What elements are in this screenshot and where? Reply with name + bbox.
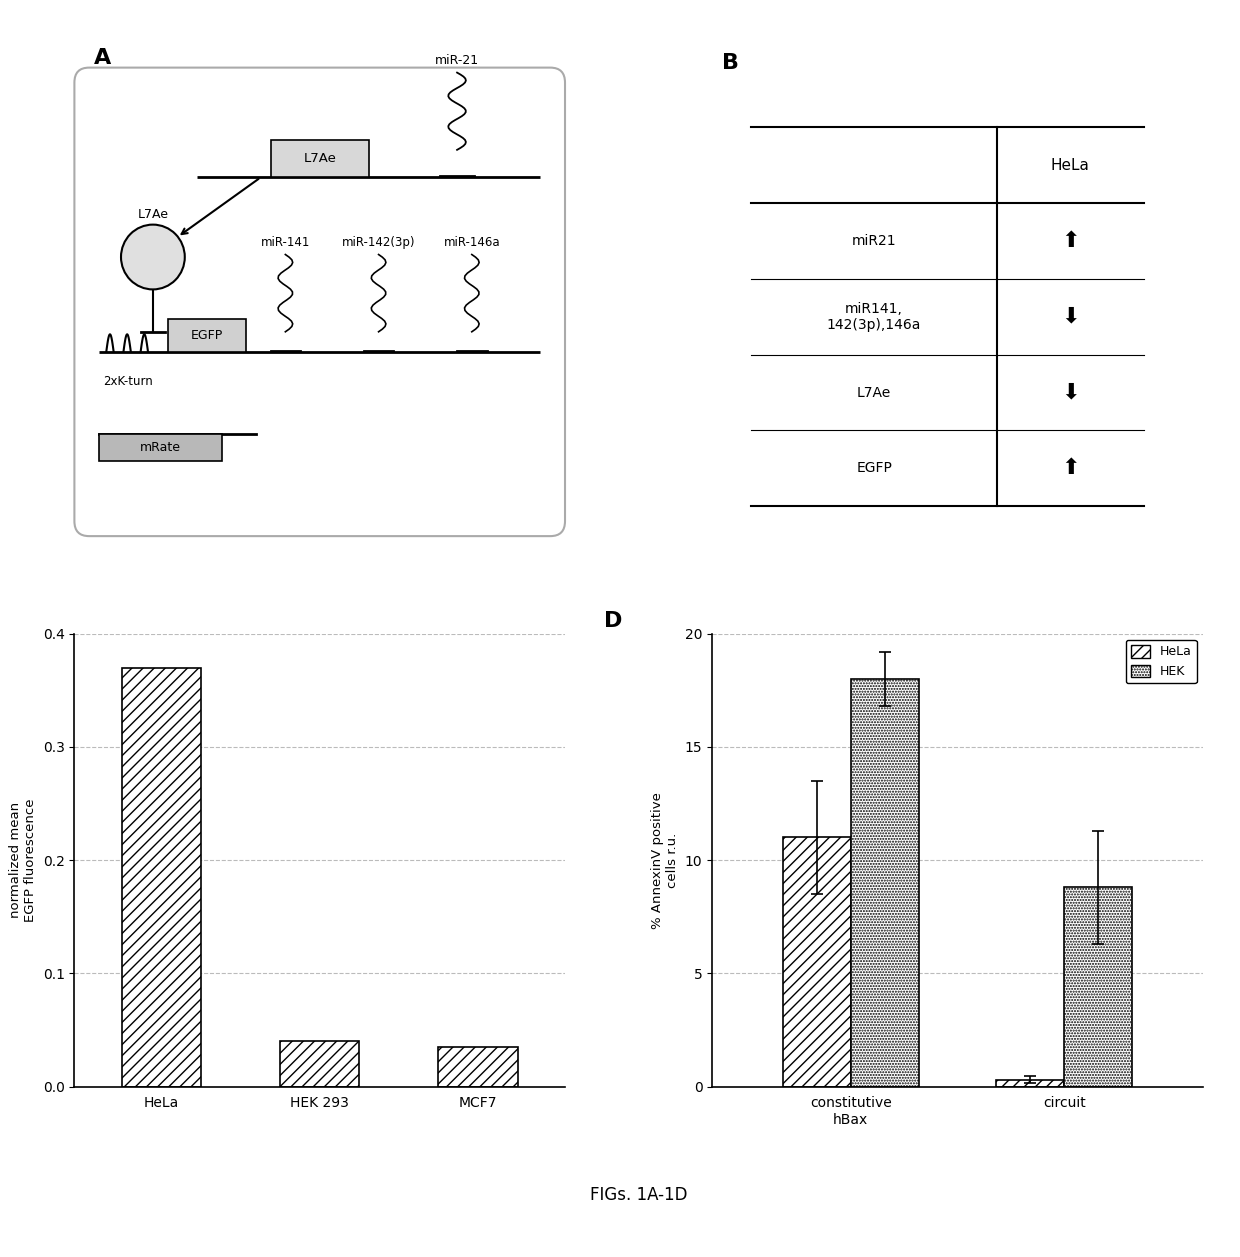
Text: B: B [722,53,739,73]
FancyBboxPatch shape [74,68,565,537]
FancyBboxPatch shape [270,140,368,177]
Bar [996,1080,1064,1086]
Text: miR-141: miR-141 [260,235,310,249]
Text: EGFP: EGFP [191,329,223,342]
Text: EGFP: EGFP [856,461,892,475]
Bar [782,837,851,1086]
Text: L7Ae: L7Ae [304,152,336,165]
Circle shape [122,225,185,289]
Text: HeLa: HeLa [1050,158,1090,172]
Y-axis label: % AnnexinV positive
cells r.u.: % AnnexinV positive cells r.u. [651,792,680,929]
Text: miR-21: miR-21 [435,54,479,67]
Bar [851,679,919,1086]
Bar [280,1041,360,1086]
FancyBboxPatch shape [167,319,246,352]
Text: 2xK-turn: 2xK-turn [103,375,154,388]
Text: D: D [604,611,622,631]
Text: FIGs. 1A-1D: FIGs. 1A-1D [590,1187,687,1204]
Bar [122,667,201,1086]
Legend: HeLa, HEK: HeLa, HEK [1126,640,1197,684]
Text: ⬆: ⬆ [1061,231,1080,251]
Text: miR-146a: miR-146a [444,235,500,249]
Text: A: A [94,48,112,68]
Text: ⬇: ⬇ [1061,307,1080,327]
Text: mRate: mRate [140,441,181,454]
Bar [1064,887,1132,1086]
Text: ⬆: ⬆ [1061,459,1080,479]
Text: miR141,
142(3p),146a: miR141, 142(3p),146a [827,302,921,332]
Text: ⬇: ⬇ [1061,382,1080,402]
Bar [439,1047,517,1086]
Text: L7Ae: L7Ae [857,386,892,400]
Y-axis label: normalized mean
EGFP fluorescence: normalized mean EGFP fluorescence [9,798,37,921]
Text: miR-142(3p): miR-142(3p) [342,235,415,249]
Text: miR21: miR21 [852,234,897,248]
FancyBboxPatch shape [99,434,222,461]
Text: L7Ae: L7Ae [138,209,169,221]
